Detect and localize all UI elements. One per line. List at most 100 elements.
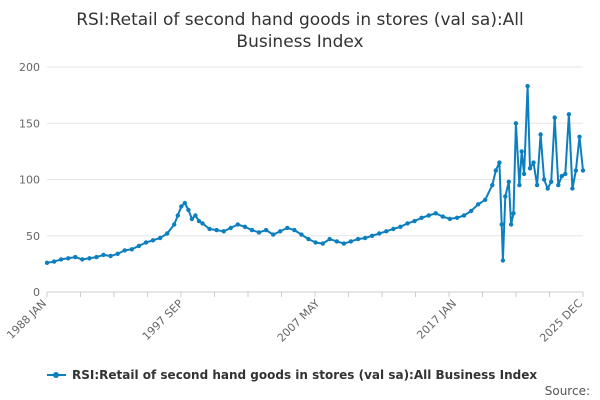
data-point[interactable] — [143, 240, 149, 245]
data-point[interactable] — [179, 204, 184, 209]
data-point[interactable] — [228, 225, 233, 231]
data-point[interactable] — [157, 235, 163, 241]
data-point[interactable] — [207, 226, 212, 232]
data-point[interactable] — [521, 171, 527, 177]
data-point[interactable] — [440, 214, 445, 219]
data-point[interactable] — [566, 112, 572, 117]
data-point[interactable] — [391, 226, 396, 232]
data-point[interactable] — [513, 121, 519, 126]
data-point[interactable] — [44, 260, 50, 265]
data-point[interactable] — [122, 248, 127, 253]
data-point[interactable] — [508, 222, 514, 227]
data-point[interactable] — [490, 182, 495, 188]
data-point[interactable] — [214, 227, 219, 233]
data-point[interactable] — [341, 241, 347, 246]
data-point[interactable] — [165, 231, 170, 236]
data-point[interactable] — [348, 239, 354, 244]
data-point[interactable] — [313, 240, 318, 245]
data-point[interactable] — [499, 222, 504, 227]
data-point[interactable] — [80, 257, 85, 262]
x-axis: 1988 JAN 1997 SEP 2007 MAY 2017 JAN 2025 DEC — [4, 291, 585, 345]
data-point[interactable] — [545, 186, 550, 191]
data-point[interactable] — [172, 222, 177, 227]
data-point[interactable] — [292, 227, 297, 233]
data-point[interactable] — [531, 160, 536, 165]
data-point[interactable] — [189, 216, 195, 222]
data-point[interactable] — [175, 213, 180, 218]
data-point[interactable] — [186, 207, 191, 213]
data-point[interactable] — [362, 235, 368, 241]
data-point[interactable] — [570, 186, 575, 191]
data-point[interactable] — [108, 253, 113, 259]
data-point[interactable] — [541, 177, 547, 182]
data-point[interactable] — [405, 221, 410, 226]
data-point[interactable] — [271, 232, 276, 237]
data-point[interactable] — [193, 213, 198, 218]
data-point[interactable] — [369, 233, 375, 238]
data-point[interactable] — [519, 149, 524, 154]
data-point[interactable] — [150, 238, 156, 243]
data-point[interactable] — [58, 257, 64, 262]
data-point[interactable] — [497, 160, 502, 165]
data-point[interactable] — [66, 256, 71, 261]
data-point[interactable] — [476, 202, 481, 207]
data-point[interactable] — [525, 83, 530, 89]
data-point[interactable] — [549, 179, 554, 184]
data-point[interactable] — [552, 115, 557, 120]
data-point[interactable] — [559, 173, 564, 179]
y-tick-label: 200 — [19, 61, 40, 74]
data-point[interactable] — [527, 166, 533, 171]
data-point[interactable] — [334, 239, 339, 244]
data-point[interactable] — [419, 215, 424, 220]
data-point[interactable] — [506, 179, 511, 184]
data-point[interactable] — [461, 213, 467, 218]
data-point[interactable] — [500, 258, 506, 263]
data-point[interactable] — [377, 231, 382, 236]
data-point[interactable] — [483, 197, 488, 202]
data-point[interactable] — [433, 211, 438, 216]
data-point[interactable] — [556, 182, 561, 188]
data-point[interactable] — [517, 182, 522, 188]
data-point[interactable] — [235, 222, 240, 227]
data-point[interactable] — [129, 247, 134, 252]
data-point[interactable] — [221, 229, 226, 234]
data-point[interactable] — [94, 254, 99, 260]
data-point[interactable] — [115, 251, 120, 256]
data-point[interactable] — [256, 230, 262, 235]
data-point[interactable] — [468, 208, 474, 214]
data-point[interactable] — [534, 182, 540, 188]
data-point[interactable] — [355, 236, 361, 242]
data-point[interactable] — [577, 134, 582, 139]
data-point[interactable] — [447, 216, 453, 222]
data-point[interactable] — [580, 168, 586, 173]
data-point[interactable] — [299, 232, 304, 237]
data-point[interactable] — [136, 243, 142, 249]
data-point[interactable] — [398, 224, 403, 229]
data-point[interactable] — [101, 252, 106, 258]
data-point[interactable] — [263, 227, 269, 233]
data-point[interactable] — [200, 221, 205, 226]
data-point[interactable] — [563, 171, 568, 177]
data-point[interactable] — [493, 168, 498, 173]
data-point[interactable] — [538, 132, 543, 137]
data-point[interactable] — [503, 194, 508, 199]
data-point[interactable] — [412, 218, 417, 224]
data-point[interactable] — [454, 215, 460, 220]
data-point[interactable] — [327, 236, 332, 242]
data-point[interactable] — [306, 236, 311, 242]
data-point[interactable] — [182, 200, 187, 206]
legend[interactable]: RSI:Retail of second hand goods in store… — [47, 368, 537, 382]
data-point[interactable] — [87, 256, 92, 261]
data-point[interactable] — [242, 224, 248, 229]
data-point[interactable] — [384, 229, 389, 234]
data-point[interactable] — [73, 254, 78, 260]
data-point[interactable] — [51, 259, 57, 264]
data-point[interactable] — [249, 227, 255, 233]
data-point[interactable] — [278, 229, 283, 234]
data-point[interactable] — [511, 211, 516, 216]
data-point[interactable] — [426, 213, 431, 218]
data-point[interactable] — [573, 168, 579, 173]
data-point[interactable] — [285, 225, 290, 231]
data-point[interactable] — [196, 218, 202, 224]
data-point[interactable] — [320, 241, 325, 246]
